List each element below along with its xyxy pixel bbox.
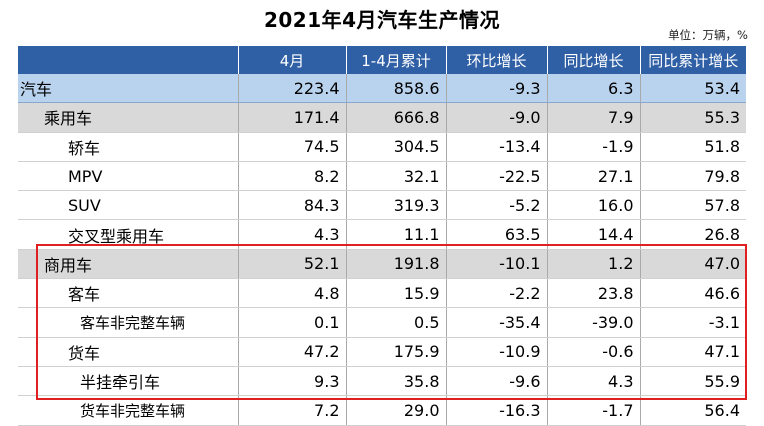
cell-yoy-cum: 51.8 [640, 132, 746, 162]
table-row: 客车非完整车辆 0.1 0.5 -35.4 -39.0 -3.1 [18, 307, 746, 338]
page-title: 2021年4月汽车生产情况 [263, 8, 501, 32]
cell-yoy-cum: -3.1 [640, 307, 746, 338]
cell-yoy-cum: 47.0 [640, 249, 746, 280]
cell-april: 171.4 [238, 102, 347, 133]
row-label: 交叉型乘用车 [18, 219, 239, 250]
cell-april: 7.2 [238, 395, 347, 426]
row-label: 客车非完整车辆 [18, 307, 239, 338]
cell-yoy-cum: 46.6 [640, 278, 746, 309]
table-row: MPV 8.2 32.1 -22.5 27.1 79.8 [18, 161, 746, 192]
table-row: SUV 84.3 319.3 -5.2 16.0 57.8 [18, 190, 746, 221]
cell-mom: -10.9 [446, 337, 548, 367]
cell-cumulative: 666.8 [346, 102, 447, 133]
cell-yoy-cum: 79.8 [640, 161, 746, 192]
header-mom-growth: 环比增长 [446, 46, 548, 74]
row-label: 商用车 [18, 249, 239, 280]
cell-april: 84.3 [238, 190, 347, 221]
row-label: 汽车 [18, 74, 239, 104]
header-category [18, 46, 239, 74]
cell-yoy-cum: 47.1 [640, 337, 746, 367]
cell-mom: -9.6 [446, 366, 548, 397]
cell-yoy-cum: 53.4 [640, 74, 746, 104]
production-table: 4月 1-4月累计 环比增长 同比增长 同比累计增长 汽车 223.4 858.… [18, 46, 746, 426]
table-row: 轿车 74.5 304.5 -13.4 -1.9 51.8 [18, 132, 746, 162]
row-label: 半挂牵引车 [18, 366, 239, 397]
cell-yoy-cum: 56.4 [640, 395, 746, 426]
row-label: MPV [18, 161, 239, 192]
row-label: 货车非完整车辆 [18, 395, 239, 426]
cell-yoy: 16.0 [547, 190, 641, 221]
cell-mom: -2.2 [446, 278, 548, 309]
unit-label: 单位：万辆，% [668, 28, 748, 42]
header-april: 4月 [238, 46, 347, 74]
cell-yoy: 6.3 [547, 74, 641, 104]
cell-mom: 63.5 [446, 219, 548, 250]
row-label: SUV [18, 190, 239, 221]
cell-yoy: -1.7 [547, 395, 641, 426]
cell-cumulative: 11.1 [346, 219, 447, 250]
table-row: 货车非完整车辆 7.2 29.0 -16.3 -1.7 56.4 [18, 395, 746, 426]
cell-yoy: 1.2 [547, 249, 641, 280]
header-yoy-growth: 同比增长 [547, 46, 641, 74]
cell-april: 8.2 [238, 161, 347, 192]
table-row: 货车 47.2 175.9 -10.9 -0.6 47.1 [18, 337, 746, 367]
cell-cumulative: 304.5 [346, 132, 447, 162]
row-label: 轿车 [18, 132, 239, 162]
cell-mom: -9.3 [446, 74, 548, 104]
header-cumulative: 1-4月累计 [346, 46, 447, 74]
cell-cumulative: 858.6 [346, 74, 447, 104]
cell-cumulative: 175.9 [346, 337, 447, 367]
cell-cumulative: 15.9 [346, 278, 447, 309]
cell-april: 52.1 [238, 249, 347, 280]
cell-mom: -13.4 [446, 132, 548, 162]
cell-yoy: -39.0 [547, 307, 641, 338]
cell-cumulative: 35.8 [346, 366, 447, 397]
cell-yoy-cum: 55.3 [640, 102, 746, 133]
cell-mom: -10.1 [446, 249, 548, 280]
cell-yoy: 7.9 [547, 102, 641, 133]
cell-yoy: 27.1 [547, 161, 641, 192]
cell-april: 9.3 [238, 366, 347, 397]
cell-april: 223.4 [238, 74, 347, 104]
cell-april: 0.1 [238, 307, 347, 338]
header-yoy-cum-growth: 同比累计增长 [640, 46, 746, 74]
cell-april: 4.3 [238, 219, 347, 250]
cell-cumulative: 191.8 [346, 249, 447, 280]
row-label: 客车 [18, 278, 239, 309]
table-row: 半挂牵引车 9.3 35.8 -9.6 4.3 55.9 [18, 366, 746, 397]
cell-yoy-cum: 26.8 [640, 219, 746, 250]
cell-yoy: -0.6 [547, 337, 641, 367]
cell-yoy-cum: 55.9 [640, 366, 746, 397]
table-header-row: 4月 1-4月累计 环比增长 同比增长 同比累计增长 [18, 46, 746, 74]
cell-cumulative: 0.5 [346, 307, 447, 338]
cell-april: 4.8 [238, 278, 347, 309]
row-label: 乘用车 [18, 102, 239, 133]
cell-yoy: 14.4 [547, 219, 641, 250]
table-row: 乘用车 171.4 666.8 -9.0 7.9 55.3 [18, 102, 746, 133]
cell-april: 74.5 [238, 132, 347, 162]
cell-cumulative: 319.3 [346, 190, 447, 221]
cell-yoy: 4.3 [547, 366, 641, 397]
cell-yoy: -1.9 [547, 132, 641, 162]
cell-mom: -5.2 [446, 190, 548, 221]
table-row: 客车 4.8 15.9 -2.2 23.8 46.6 [18, 278, 746, 309]
cell-mom: -9.0 [446, 102, 548, 133]
cell-april: 47.2 [238, 337, 347, 367]
cell-yoy-cum: 57.8 [640, 190, 746, 221]
row-label: 货车 [18, 337, 239, 367]
cell-mom: -16.3 [446, 395, 548, 426]
cell-cumulative: 29.0 [346, 395, 447, 426]
cell-yoy: 23.8 [547, 278, 641, 309]
table-row: 商用车 52.1 191.8 -10.1 1.2 47.0 [18, 249, 746, 280]
cell-cumulative: 32.1 [346, 161, 447, 192]
table-row: 交叉型乘用车 4.3 11.1 63.5 14.4 26.8 [18, 219, 746, 250]
cell-mom: -35.4 [446, 307, 548, 338]
cell-mom: -22.5 [446, 161, 548, 192]
table-row: 汽车 223.4 858.6 -9.3 6.3 53.4 [18, 74, 746, 104]
